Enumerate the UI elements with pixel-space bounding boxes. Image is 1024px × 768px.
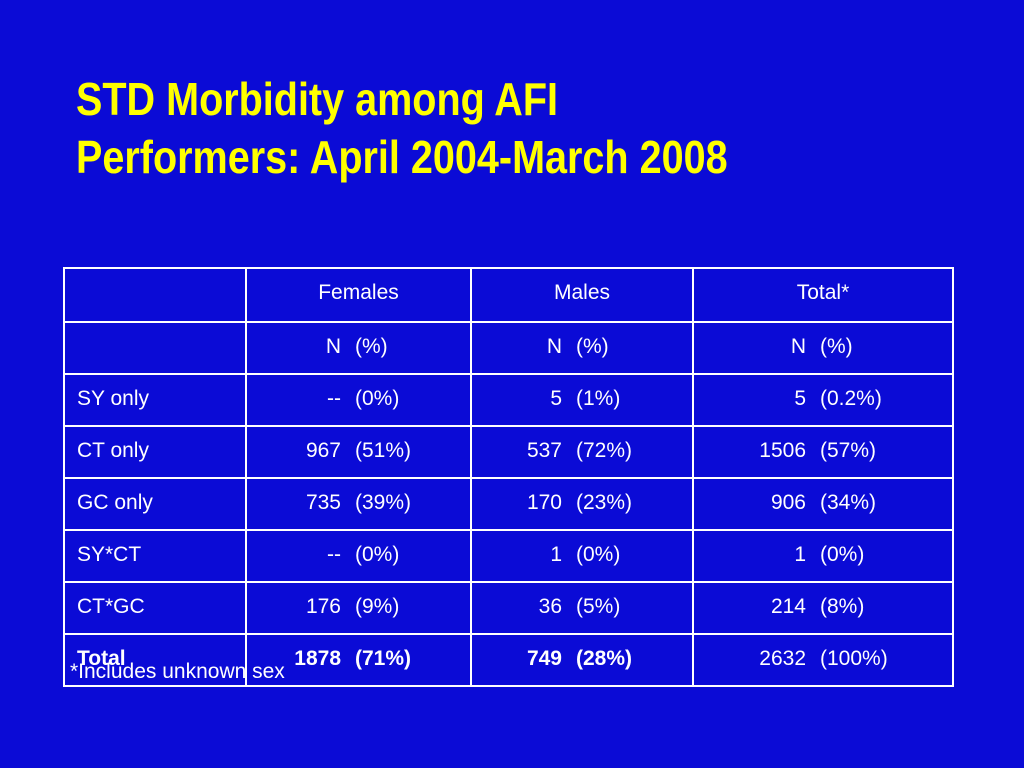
row-label-cell: SY only bbox=[63, 373, 247, 427]
total-pct: (34%) bbox=[820, 491, 877, 514]
title-line-1: STD Morbidity among AFI bbox=[76, 73, 559, 125]
total-pct: (0%) bbox=[820, 543, 865, 566]
row-label-cell: Total bbox=[63, 633, 247, 687]
header-females-label: Females bbox=[318, 281, 399, 304]
females-n: 735 bbox=[305, 491, 341, 514]
morbidity-table: Females Males Total* N (%) N (%) N (%) SY o… bbox=[63, 267, 954, 687]
females-pct: (39%) bbox=[355, 491, 412, 514]
table-header-row: Females Males Total* bbox=[63, 267, 954, 323]
row-label: SY only bbox=[77, 387, 149, 410]
footnote: *Includes unknown sex bbox=[70, 660, 285, 683]
males-pct: (72%) bbox=[576, 439, 633, 462]
header-cell-males: Males bbox=[470, 267, 694, 323]
subheader-pct: (%) bbox=[820, 335, 853, 358]
table-subheader-row: N (%) N (%) N (%) bbox=[63, 321, 954, 375]
subheader-cell-males: N (%) bbox=[470, 321, 694, 375]
males-cell: 36 (5%) bbox=[470, 581, 694, 635]
males-n: 5 bbox=[550, 387, 562, 410]
subheader-n: N bbox=[790, 335, 806, 358]
females-cell: 735 (39%) bbox=[245, 477, 472, 531]
males-pct: (1%) bbox=[576, 387, 621, 410]
females-cell: 176 (9%) bbox=[245, 581, 472, 635]
subheader-cell-total: N (%) bbox=[692, 321, 954, 375]
total-n: 906 bbox=[770, 491, 806, 514]
females-n: 176 bbox=[305, 595, 341, 618]
header-cell-total: Total* bbox=[692, 267, 954, 323]
males-cell: 5 (1%) bbox=[470, 373, 694, 427]
males-n: 1 bbox=[550, 543, 562, 566]
header-total-label: Total* bbox=[796, 281, 850, 304]
row-label-cell: SY*CT bbox=[63, 529, 247, 583]
males-cell: 537 (72%) bbox=[470, 425, 694, 479]
subheader-cell-females: N (%) bbox=[245, 321, 472, 375]
subheader-pct: (%) bbox=[576, 335, 609, 358]
total-n: 1506 bbox=[759, 439, 806, 462]
males-n: 170 bbox=[526, 491, 562, 514]
row-label-cell: CT*GC bbox=[63, 581, 247, 635]
total-cell: 1 (0%) bbox=[692, 529, 954, 583]
females-cell: 967 (51%) bbox=[245, 425, 472, 479]
table-total-row: Total 1878 (71%) 749 (28%) 2632 (100%) bbox=[63, 633, 954, 687]
row-label: GC only bbox=[77, 491, 153, 514]
title-line-2: Performers: April 2004-March 2008 bbox=[76, 131, 728, 183]
total-cell: 906 (34%) bbox=[692, 477, 954, 531]
males-n: 537 bbox=[526, 439, 562, 462]
header-males-label: Males bbox=[553, 281, 611, 304]
total-pct: (0.2%) bbox=[820, 387, 882, 410]
row-label: Total bbox=[77, 647, 126, 670]
total-pct: (57%) bbox=[820, 439, 877, 462]
total-cell: 214 (8%) bbox=[692, 581, 954, 635]
total-pct: (100%) bbox=[820, 647, 888, 670]
row-label: SY*CT bbox=[77, 543, 142, 566]
females-pct: (0%) bbox=[355, 543, 400, 566]
table-row: SY only -- (0%) 5 (1%) 5 (0.2%) bbox=[63, 373, 954, 427]
subheader-cell-empty bbox=[63, 321, 247, 375]
row-label: CT*GC bbox=[77, 595, 145, 618]
total-cell: 2632 (100%) bbox=[692, 633, 954, 687]
header-cell-empty bbox=[63, 267, 247, 323]
total-n: 2632 bbox=[759, 647, 806, 670]
subheader-pct: (%) bbox=[355, 335, 388, 358]
males-pct: (5%) bbox=[576, 595, 621, 618]
subheader-n: N bbox=[325, 335, 341, 358]
females-cell: 1878 (71%) bbox=[245, 633, 472, 687]
males-cell: 170 (23%) bbox=[470, 477, 694, 531]
females-pct: (71%) bbox=[355, 647, 412, 670]
row-label-cell: CT only bbox=[63, 425, 247, 479]
table-row: GC only 735 (39%) 170 (23%) 906 (34%) bbox=[63, 477, 954, 531]
total-pct: (8%) bbox=[820, 595, 865, 618]
males-cell: 1 (0%) bbox=[470, 529, 694, 583]
males-pct: (23%) bbox=[576, 491, 633, 514]
females-cell: -- (0%) bbox=[245, 529, 472, 583]
total-n: 5 bbox=[794, 387, 806, 410]
header-cell-females: Females bbox=[245, 267, 472, 323]
females-n: 1878 bbox=[294, 647, 341, 670]
females-n: -- bbox=[327, 387, 341, 410]
total-cell: 5 (0.2%) bbox=[692, 373, 954, 427]
males-pct: (28%) bbox=[576, 647, 633, 670]
females-n: 967 bbox=[305, 439, 341, 462]
females-n: -- bbox=[327, 543, 341, 566]
table-row: CT only 967 (51%) 537 (72%) 1506 (57%) bbox=[63, 425, 954, 479]
row-label: CT only bbox=[77, 439, 149, 462]
females-cell: -- (0%) bbox=[245, 373, 472, 427]
males-pct: (0%) bbox=[576, 543, 621, 566]
row-label-cell: GC only bbox=[63, 477, 247, 531]
total-n: 1 bbox=[794, 543, 806, 566]
females-pct: (9%) bbox=[355, 595, 400, 618]
total-n: 214 bbox=[770, 595, 806, 618]
females-pct: (0%) bbox=[355, 387, 400, 410]
table-row: CT*GC 176 (9%) 36 (5%) 214 (8%) bbox=[63, 581, 954, 635]
total-cell: 1506 (57%) bbox=[692, 425, 954, 479]
slide-title: STD Morbidity among AFI Performers: Apri… bbox=[76, 70, 728, 186]
females-pct: (51%) bbox=[355, 439, 412, 462]
subheader-n: N bbox=[546, 335, 562, 358]
males-n: 36 bbox=[538, 595, 562, 618]
table-row: SY*CT -- (0%) 1 (0%) 1 (0%) bbox=[63, 529, 954, 583]
males-cell: 749 (28%) bbox=[470, 633, 694, 687]
males-n: 749 bbox=[526, 647, 562, 670]
